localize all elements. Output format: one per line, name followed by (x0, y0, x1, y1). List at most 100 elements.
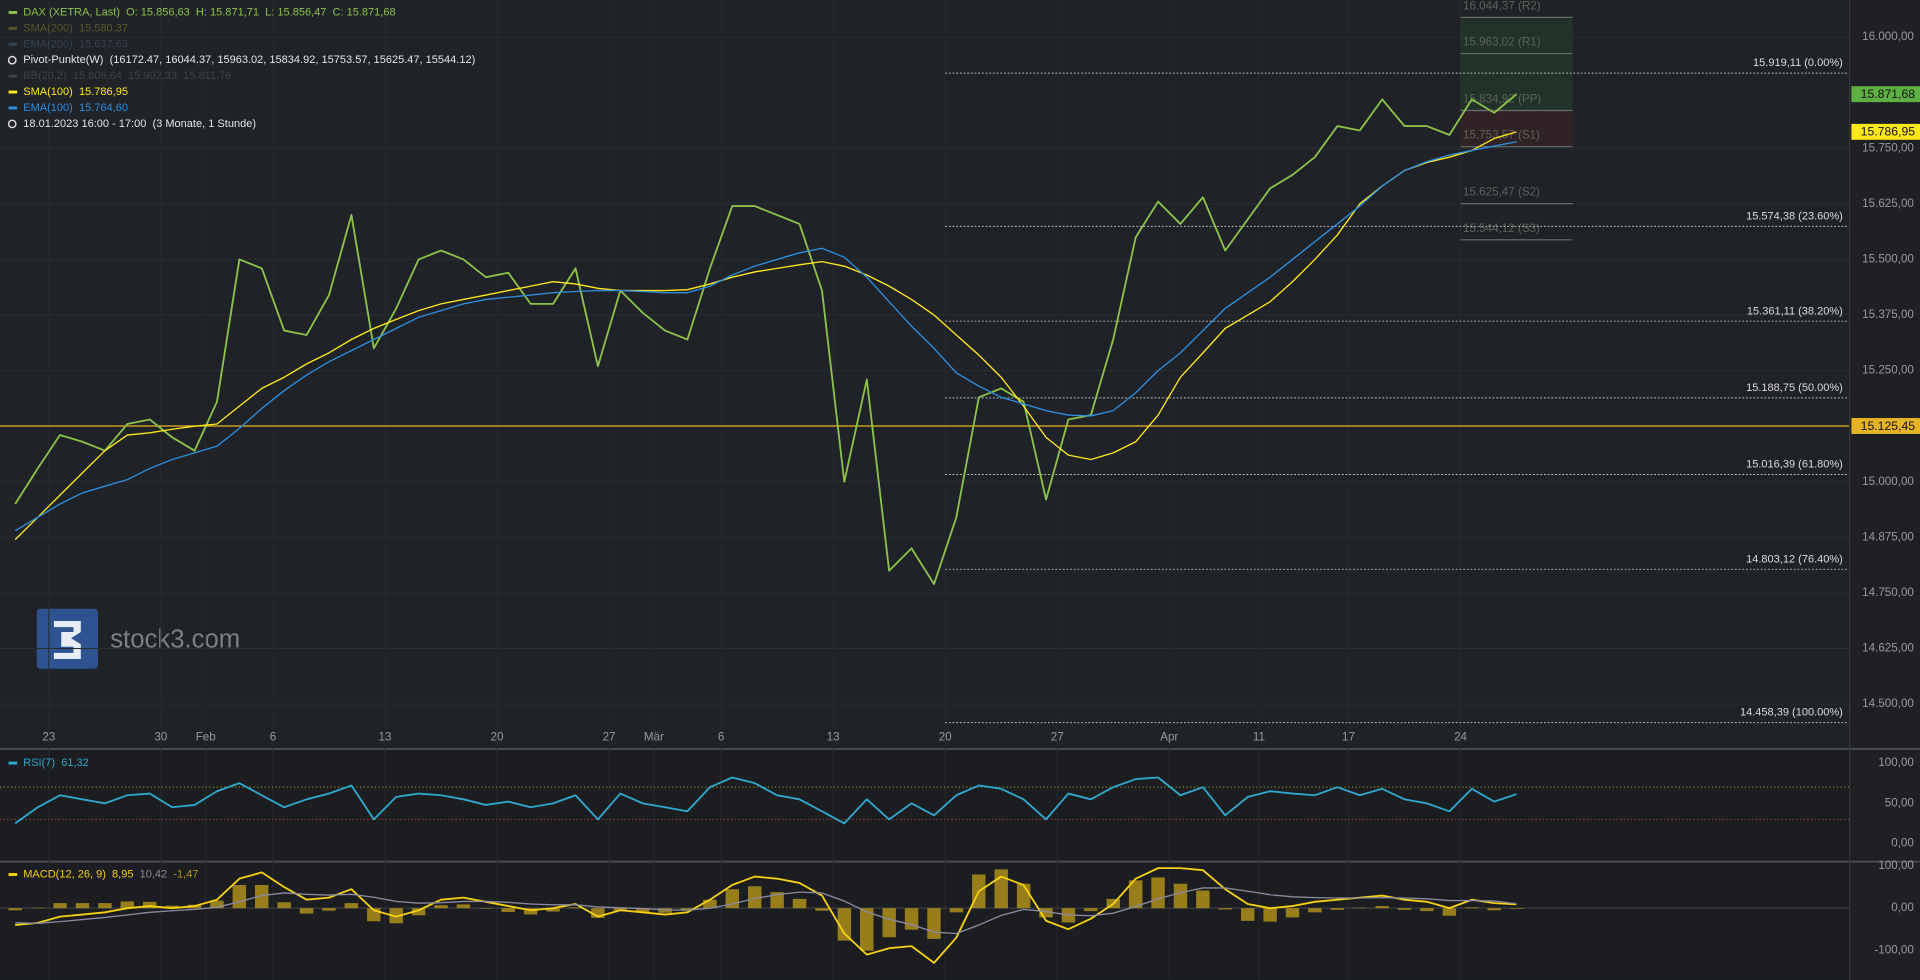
y-tick-label: 16.000,00 (1862, 30, 1914, 43)
pivot-label: 15.753,57 (S1) (1463, 129, 1540, 142)
legend-item: BB(20,2) (23, 70, 66, 82)
legend-text: RSI(7) 61,32 (23, 757, 89, 769)
x-tick-label: 24 (1454, 730, 1467, 743)
histogram-bar (165, 905, 179, 909)
y-tick-label: 15.375,00 (1862, 308, 1914, 321)
y-tick-label: 100,00 (1878, 756, 1914, 769)
legend-row: EMA(100) 15.764,60 (8, 102, 128, 114)
histogram-bar (344, 903, 359, 909)
legend-text: EMA(200) 15.637,63 (23, 38, 128, 50)
legend-row: SMA(200) 15.580,37 (8, 22, 128, 34)
series-line (15, 887, 1517, 935)
histogram-bar (568, 907, 583, 909)
y-tick-label: 15.625,00 (1862, 197, 1914, 210)
legend-icon (7, 119, 17, 129)
y-tick-label: -100,00 (1874, 943, 1914, 956)
histogram-bar (949, 908, 964, 913)
legend-item: 61,32 (61, 757, 89, 769)
x-tick-label: Feb (196, 730, 216, 743)
legend-icon (8, 26, 18, 30)
legend-icon (8, 74, 18, 78)
legend-item: H: 15.871,71 (196, 6, 259, 18)
histogram-bar (1420, 908, 1434, 912)
legend-row: DAX (XETRA, Last) O: 15.856,63 H: 15.871,7… (8, 6, 396, 18)
histogram-bar (120, 901, 135, 909)
legend-row: BB(20,2) 15.806,64 15.902,33 15.811,76 (8, 70, 231, 82)
histogram-bar (1509, 908, 1524, 909)
histogram-bar (591, 908, 605, 918)
legend-item: 15.786,95 (79, 86, 128, 98)
histogram-bar (1397, 908, 1412, 910)
pivot-label: 15.544,12 (S3) (1463, 222, 1540, 235)
legend-icon (8, 761, 18, 765)
histogram-bar (501, 908, 515, 912)
histogram-bar (680, 908, 695, 911)
macd-panel (0, 863, 1849, 980)
histogram-bar (210, 900, 224, 909)
histogram-bar (75, 903, 90, 909)
histogram-bar (815, 908, 829, 911)
legend-icon (8, 106, 18, 110)
pivot-label: 15.834,92 (PP) (1463, 93, 1541, 106)
y-tick-label: 50,00 (1885, 796, 1915, 809)
price-badge (1851, 86, 1920, 103)
legend-item: -1,47 (173, 868, 198, 880)
legend-item: 15.637,63 (79, 38, 128, 50)
legend-text: DAX (XETRA, Last) O: 15.856,63 H: 15.871,7… (23, 6, 395, 18)
histogram-bar (1218, 908, 1233, 910)
legend-item: (16172.47, 16044.37, 15963.02, 15834.92,… (110, 54, 476, 66)
x-tick-label: 11 (1253, 730, 1265, 743)
pivot-label: 15.625,47 (S2) (1463, 186, 1540, 199)
histogram-bar (53, 903, 67, 909)
legend-text: BB(20,2) 15.806,64 15.902,33 15.811,76 (23, 70, 231, 82)
histogram-bar (747, 886, 762, 909)
x-tick-label: 13 (379, 730, 392, 743)
histogram-bar (98, 903, 112, 909)
histogram-bar (994, 869, 1008, 909)
pivot-zone (1460, 110, 1573, 147)
histogram-bar (1196, 890, 1210, 909)
histogram-bar (1240, 908, 1255, 921)
histogram-bar (1487, 908, 1501, 911)
y-tick-label: 100,00 (1878, 859, 1914, 872)
fib-label: 15.188,75 (50.00%) (1746, 382, 1843, 394)
fib-label: 15.361,11 (38.20%) (1747, 305, 1843, 317)
series-line (15, 867, 1517, 964)
y-tick-label: 15.000,00 (1862, 475, 1914, 488)
legend-item: EMA(200) (23, 38, 73, 50)
legend-item: EMA(100) (23, 102, 73, 114)
x-tick-label: 30 (154, 730, 167, 743)
legend-row: Pivot-Punkte(W) (16172.47, 16044.37, 1596… (7, 54, 476, 66)
histogram-bar (1016, 883, 1031, 909)
legend-item: Pivot-Punkte(W) (23, 54, 103, 66)
y-tick-label: 15.250,00 (1862, 364, 1914, 377)
legend-icon (7, 55, 17, 65)
histogram-bar (8, 908, 22, 911)
legend-item: DAX (XETRA, Last) (23, 6, 120, 18)
legend-item: C: 15.871,68 (333, 6, 396, 18)
fib-label: 14.458,39 (100.00%) (1740, 707, 1843, 719)
histogram-bar (411, 908, 426, 916)
x-tick-label: 27 (603, 730, 616, 743)
plot (8, 93, 1524, 964)
legend-row: MACD(12, 26, 9) 8,95 10,42 -1,47 (8, 868, 198, 880)
histogram-bar (882, 908, 896, 938)
legend-icon (8, 10, 18, 14)
price-badge-label: 15.786,95 (1861, 125, 1916, 139)
legend-item: 10,42 (140, 868, 168, 880)
pivot-label: 16.044,37 (R2) (1463, 0, 1541, 12)
legend-item: 8,95 (112, 868, 133, 880)
x-tick-label: 6 (718, 730, 724, 743)
y-tick-label: 14.750,00 (1862, 586, 1914, 599)
legend-row: 18.01.2023 16:00 - 17:00 (3 Monate, 1 Stu… (7, 118, 256, 130)
histogram-bar (635, 908, 650, 912)
watermark: stock3.com (110, 625, 240, 653)
series-line (14, 93, 1518, 585)
legend-item: SMA(100) (23, 86, 73, 98)
legend-icon (8, 90, 18, 94)
histogram-bar (1330, 908, 1345, 910)
y-tick-label: 15.750,00 (1862, 141, 1914, 154)
x-tick-label: 6 (270, 730, 276, 743)
legend-row: SMA(100) 15.786,95 (8, 86, 128, 98)
